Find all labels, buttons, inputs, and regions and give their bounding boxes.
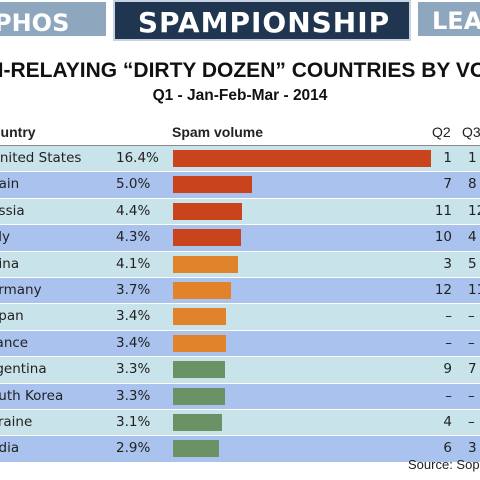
header-q3: Q3	[462, 124, 480, 140]
q3-rank: 8	[468, 176, 477, 193]
country-name: outh Korea	[0, 387, 64, 404]
table-row: aly 4.3% 10 4	[0, 225, 480, 252]
banner-left-panel: PHOS	[0, 2, 106, 37]
header-q2: Q2	[432, 124, 451, 140]
chart-title: M-RELAYING “DIRTY DOZEN” COUNTRIES BY VO…	[0, 59, 480, 82]
volume-bar	[173, 229, 241, 247]
q3-rank: –	[468, 308, 475, 325]
country-name: hina	[0, 255, 20, 272]
spam-percent: 2.9%	[116, 440, 151, 457]
spam-table: ountry Spam volume Q2 Q3 United States16…	[0, 120, 480, 463]
q2-rank: 12	[434, 281, 452, 298]
q2-rank: –	[445, 308, 452, 325]
table-row: hina 4.1% 35	[0, 251, 480, 278]
q3-rank: 11	[468, 281, 480, 298]
q3-rank: –	[468, 413, 475, 430]
table-body: United States16.4%11pain5.0%78ussia4.4%1…	[0, 146, 480, 463]
volume-bar	[173, 150, 431, 167]
spam-percent: 3.3%	[116, 361, 151, 378]
volume-bar	[173, 176, 252, 194]
table-row: pain 5.0% 78	[0, 172, 480, 199]
q2-rank: 11	[434, 202, 452, 219]
table-row: outh Korea 3.3% ––	[0, 383, 480, 410]
table-row: rance 3.4% ––	[0, 330, 480, 358]
country-name: ndia	[0, 440, 20, 457]
volume-bar	[173, 387, 225, 405]
table-row: apan 3.4% ––	[0, 304, 480, 331]
spam-percent: 4.3%	[116, 229, 151, 246]
spam-percent: 16.4%	[116, 150, 159, 166]
q3-rank: 12	[468, 202, 480, 219]
banner-right-panel	[418, 2, 480, 36]
q2-rank: 1	[443, 150, 452, 166]
spam-percent: 4.4%	[116, 202, 151, 219]
country-name: rance	[0, 334, 29, 351]
banner-center-panel: SPAMPIONSHIP	[113, 0, 411, 41]
q2-rank: 6	[443, 440, 452, 457]
header-country: ountry	[0, 124, 36, 140]
country-name: rgentina	[0, 361, 47, 378]
country-name: kraine	[0, 413, 33, 430]
table-row: ussia 4.4% 11 12	[0, 198, 480, 226]
q2-rank: –	[445, 387, 452, 404]
table-row: ermany 3.7% 12 11	[0, 277, 480, 305]
country-name: apan	[0, 308, 24, 325]
volume-bar	[173, 361, 225, 379]
q3-rank: 3	[468, 440, 477, 457]
banner-left-text: PHOS	[0, 9, 70, 37]
table-row: ndia 2.9% 63	[0, 436, 480, 463]
country-name: pain	[0, 176, 20, 193]
volume-bar	[173, 281, 232, 299]
header-banner: PHOS SPAMPIONSHIP LEA	[0, 0, 480, 41]
banner-right-text: LEA	[432, 7, 480, 35]
q2-rank: 3	[443, 255, 452, 272]
q3-rank: 1	[468, 150, 477, 166]
volume-bar	[173, 202, 243, 220]
spam-percent: 3.4%	[116, 308, 151, 325]
q3-rank: 4	[468, 229, 477, 246]
volume-bar	[173, 334, 227, 352]
table-header: ountry Spam volume Q2 Q3	[0, 120, 480, 146]
q3-rank: 7	[468, 361, 477, 378]
q2-rank: –	[445, 334, 452, 351]
spam-percent: 4.1%	[116, 255, 151, 272]
header-spam-volume: Spam volume	[172, 124, 264, 140]
q2-rank: 10	[434, 229, 452, 246]
spam-percent: 5.0%	[116, 176, 151, 193]
q2-rank: 4	[443, 413, 452, 430]
volume-bar	[173, 413, 222, 431]
volume-bar	[173, 440, 219, 458]
q3-rank: 5	[468, 255, 477, 272]
table-row: United States 16.4% 11	[0, 146, 480, 173]
source-note: Source: Sop	[408, 457, 480, 472]
volume-bar	[173, 308, 227, 326]
q2-rank: 7	[443, 176, 452, 193]
spam-percent: 3.4%	[116, 334, 151, 351]
country-name: United States	[0, 150, 82, 166]
table-row: kraine 3.1% 4–	[0, 409, 480, 437]
spam-percent: 3.1%	[116, 413, 151, 430]
table-row: rgentina 3.3% 97	[0, 357, 480, 384]
volume-bar	[173, 255, 238, 273]
q3-rank: –	[468, 334, 475, 351]
q2-rank: 9	[443, 361, 452, 378]
country-name: aly	[0, 229, 11, 246]
spam-percent: 3.7%	[116, 281, 151, 298]
country-name: ermany	[0, 281, 42, 298]
banner-title: SPAMPIONSHIP	[137, 6, 391, 39]
spam-percent: 3.3%	[116, 387, 151, 404]
country-name: ussia	[0, 202, 25, 219]
chart-subtitle: Q1 - Jan-Feb-Mar - 2014	[152, 87, 328, 104]
q3-rank: –	[468, 387, 475, 404]
